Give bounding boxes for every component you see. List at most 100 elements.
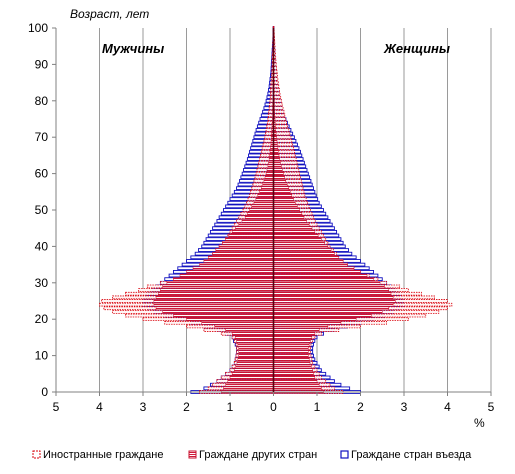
bar-s1-male-age-44 (231, 230, 274, 234)
bar-s0-male-age-81 (269, 95, 274, 99)
bar-s1-female-age-23 (273, 306, 390, 310)
bar-s1-female-age-53 (273, 197, 294, 201)
bar-s1-male-age-48 (244, 215, 274, 219)
bar-s0-female-age-79 (273, 102, 283, 107)
bar-s0-male-age-71 (265, 131, 274, 136)
bar-s1-female-age-12 (273, 346, 309, 350)
legend-text-other-countries: Граждане других стран (199, 449, 317, 461)
bar-s1-female-age-34 (273, 266, 355, 270)
bar-s1-female-age-7 (273, 364, 312, 369)
x-tick-label-9: 4 (444, 400, 451, 414)
bar-s1-female-age-55 (273, 190, 291, 194)
legend: Иностранные граждане Граждане других стр… (32, 449, 472, 461)
pyramid-bars (99, 26, 453, 394)
bar-s0-female-age-87 (273, 73, 278, 78)
legend-swatch-other-countries (188, 450, 197, 459)
bar-s1-female-age-25 (273, 299, 396, 303)
bar-s1-male-age-42 (225, 237, 274, 241)
x-tick-label-0: 5 (53, 400, 60, 414)
bar-s1-male-age-36 (203, 259, 274, 263)
bar-s1-female-age-14 (273, 339, 311, 343)
bar-s1-female-age-63 (273, 161, 281, 165)
legend-item-foreign-citizens: Иностранные граждане (32, 449, 163, 461)
bar-s1-male-age-5 (231, 372, 274, 376)
bar-s0-female-age-67 (273, 146, 294, 150)
bar-s1-female-age-9 (273, 357, 310, 361)
bar-s1-male-age-22 (162, 310, 274, 314)
x-tick-label-6: 1 (314, 400, 321, 414)
bar-s1-male-age-7 (235, 364, 274, 369)
bar-s1-male-age-40 (218, 244, 274, 249)
bar-s0-male-age-62 (257, 164, 274, 169)
bar-s1-male-age-34 (192, 266, 274, 270)
bar-s1-male-age-23 (155, 306, 274, 310)
bar-s0-female-age-82 (273, 91, 281, 96)
bar-s1-female-age-35 (273, 262, 348, 267)
bar-s1-male-age-11 (238, 350, 274, 354)
x-tick-label-5: 0 (270, 400, 277, 414)
bar-s1-male-age-3 (227, 379, 274, 383)
y-tick-label-7: 70 (35, 130, 49, 144)
bar-s1-male-age-61 (266, 168, 274, 172)
bar-s0-male-age-84 (270, 84, 274, 89)
bar-s1-male-age-50 (249, 208, 274, 212)
bar-s1-male-age-49 (247, 211, 274, 216)
bar-s1-female-age-30 (273, 281, 381, 285)
bar-s0-female-age-90 (273, 62, 277, 67)
bar-s1-male-age-2 (225, 383, 274, 387)
bar-s1-female-age-47 (273, 219, 307, 223)
bar-s1-male-age-8 (236, 361, 274, 365)
bar-s1-female-age-61 (273, 168, 283, 172)
y-tick-label-4: 40 (35, 239, 49, 253)
bar-s1-female-age-15 (273, 335, 313, 340)
bar-s1-female-age-38 (273, 252, 335, 256)
bar-s1-male-age-14 (236, 339, 274, 343)
y-tick-label-5: 50 (35, 203, 49, 217)
bar-s0-female-age-83 (273, 88, 280, 92)
bar-s1-male-age-47 (241, 219, 274, 223)
bar-s1-male-age-58 (263, 179, 274, 183)
bar-s1-male-age-6 (234, 368, 274, 372)
bar-s1-male-age-20 (186, 317, 274, 321)
x-tick-labels: 5 4 3 2 1 0 1 2 3 4 5 (53, 400, 495, 414)
x-axis-unit-label: % (474, 416, 485, 430)
bar-s1-female-age-28 (273, 288, 390, 292)
bar-s1-male-age-56 (261, 186, 274, 190)
bar-s1-male-age-35 (199, 262, 274, 267)
bar-s1-female-age-17 (273, 328, 320, 332)
bar-s1-female-age-4 (273, 375, 316, 380)
bar-s1-female-age-37 (273, 255, 339, 259)
bar-s1-male-age-54 (257, 193, 274, 198)
bar-s1-female-age-59 (273, 175, 285, 179)
bar-s1-female-age-21 (273, 313, 372, 318)
bar-s1-female-age-57 (273, 182, 288, 187)
bar-s0-female-age-58 (273, 179, 302, 183)
bar-s0-female-age-81 (273, 95, 282, 99)
bar-s0-female-age-57 (273, 182, 303, 187)
series-1 (153, 73, 396, 394)
bar-s1-male-age-62 (267, 164, 274, 168)
legend-item-entry-countries: Граждане стран въезда (340, 449, 472, 461)
bar-s0-female-age-75 (273, 117, 287, 121)
legend-swatch-entry-countries (340, 450, 349, 459)
x-tick-label-7: 2 (357, 400, 364, 414)
bar-s1-male-age-53 (255, 197, 274, 201)
x-tick-label-3: 2 (183, 400, 190, 414)
bar-s1-female-age-58 (273, 179, 286, 183)
bar-s1-male-age-16 (231, 332, 274, 336)
bar-s0-female-age-78 (273, 106, 284, 110)
bar-s1-female-age-43 (273, 233, 319, 238)
bar-s1-female-age-62 (273, 164, 282, 168)
bar-s1-male-age-18 (214, 324, 274, 329)
bar-s0-female-age-61 (273, 168, 300, 172)
bar-s1-male-age-59 (264, 175, 274, 179)
bar-s1-male-age-45 (235, 226, 274, 230)
bar-s1-female-age-49 (273, 211, 303, 216)
y-tick-labels: 0 10 20 30 40 50 60 70 80 90 100 (28, 21, 48, 399)
bar-s1-female-age-48 (273, 215, 305, 219)
bar-s1-male-age-21 (173, 313, 274, 318)
bar-s1-male-age-32 (179, 273, 274, 278)
y-axis-title: Возраст, лет (70, 7, 149, 21)
y-tick-label-3: 30 (35, 276, 49, 290)
